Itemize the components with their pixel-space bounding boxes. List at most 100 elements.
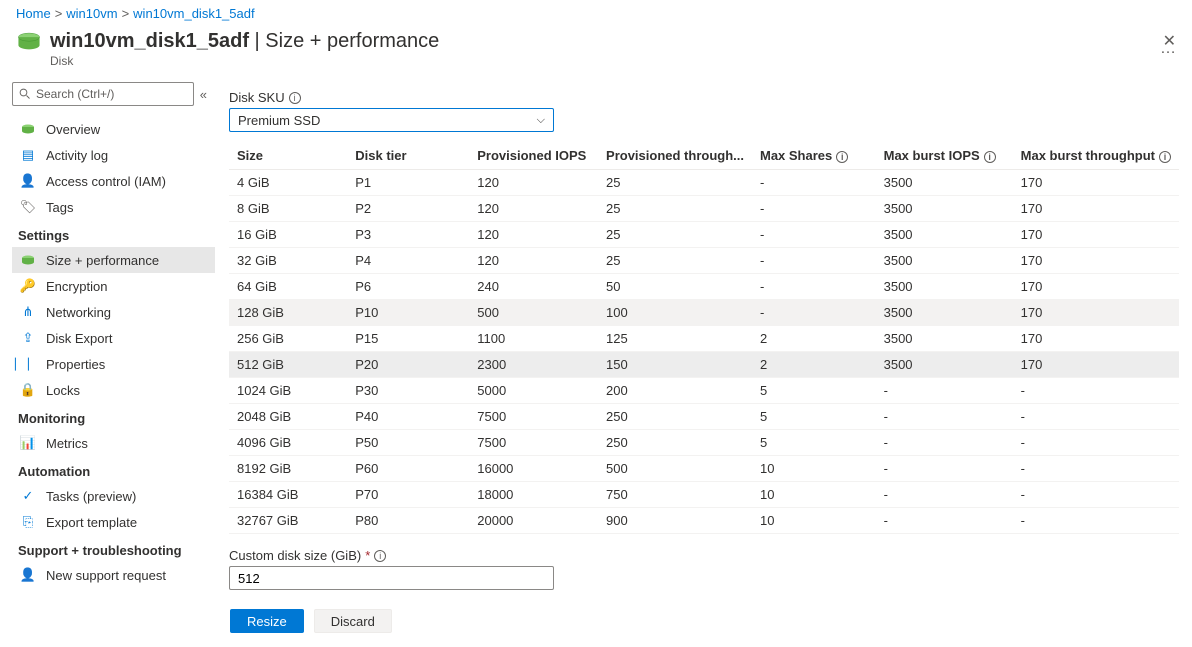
info-icon[interactable]: i	[374, 550, 386, 562]
sidebar-item-metrics[interactable]: 📊Metrics	[12, 430, 215, 456]
table-cell: 1024 GiB	[229, 378, 347, 404]
table-cell: 120	[469, 248, 598, 274]
sidebar-item-networking[interactable]: ⋔Networking	[12, 299, 215, 325]
table-cell: P2	[347, 196, 469, 222]
column-header[interactable]: Max burst throughputi	[1013, 142, 1179, 170]
column-header[interactable]: Provisioned through...	[598, 142, 752, 170]
table-row[interactable]: 4 GiBP112025-3500170	[229, 170, 1179, 196]
sidebar-item-activity-log[interactable]: ▤Activity log	[12, 142, 215, 168]
breadcrumb-link[interactable]: Home	[16, 6, 51, 21]
table-row[interactable]: 4096 GiBP5075002505--	[229, 430, 1179, 456]
disk-size-table: SizeDisk tierProvisioned IOPSProvisioned…	[229, 142, 1179, 534]
table-cell: -	[876, 404, 1013, 430]
table-cell: P70	[347, 482, 469, 508]
export-icon: ⇪	[20, 330, 36, 346]
table-cell: 8192 GiB	[229, 456, 347, 482]
sidebar-item-size-performance[interactable]: Size + performance	[12, 247, 215, 273]
sidebar-item-locks[interactable]: 🔒Locks	[12, 377, 215, 403]
table-cell: 32767 GiB	[229, 508, 347, 534]
table-row[interactable]: 512 GiBP20230015023500170	[229, 352, 1179, 378]
table-row[interactable]: 128 GiBP10500100-3500170	[229, 300, 1179, 326]
table-row[interactable]: 32 GiBP412025-3500170	[229, 248, 1179, 274]
sidebar-item-encryption[interactable]: 🔑Encryption	[12, 273, 215, 299]
table-row[interactable]: 1024 GiBP3050002005--	[229, 378, 1179, 404]
sidebar-item-tags[interactable]: 🏷Tags	[12, 194, 215, 220]
sidebar-item-export-template[interactable]: ⎘Export template	[12, 509, 215, 535]
table-cell: 2	[752, 326, 876, 352]
breadcrumb-link[interactable]: win10vm_disk1_5adf	[133, 6, 254, 21]
column-header[interactable]: Disk tier	[347, 142, 469, 170]
required-marker: *	[365, 548, 370, 563]
table-cell: 25	[598, 196, 752, 222]
table-cell: 900	[598, 508, 752, 534]
table-cell: 3500	[876, 222, 1013, 248]
sidebar-item-tasks-preview-[interactable]: ✓Tasks (preview)	[12, 483, 215, 509]
custom-size-input[interactable]	[229, 566, 554, 590]
column-header[interactable]: Provisioned IOPS	[469, 142, 598, 170]
table-cell: -	[1013, 508, 1179, 534]
breadcrumb: Home>win10vm>win10vm_disk1_5adf	[0, 0, 1192, 25]
table-cell: 1100	[469, 326, 598, 352]
table-row[interactable]: 8 GiBP212025-3500170	[229, 196, 1179, 222]
disk-sku-value: Premium SSD	[238, 113, 320, 128]
sidebar-section-settings: Settings	[12, 220, 215, 247]
table-row[interactable]: 32767 GiBP802000090010--	[229, 508, 1179, 534]
info-icon[interactable]: i	[289, 92, 301, 104]
table-cell: P4	[347, 248, 469, 274]
table-row[interactable]: 8192 GiBP601600050010--	[229, 456, 1179, 482]
table-cell: 128 GiB	[229, 300, 347, 326]
access-control-icon: 👤	[20, 173, 36, 189]
breadcrumb-link[interactable]: win10vm	[66, 6, 117, 21]
table-cell: 750	[598, 482, 752, 508]
column-header[interactable]: Size	[229, 142, 347, 170]
column-header[interactable]: Max burst IOPSi	[876, 142, 1013, 170]
table-cell: 2300	[469, 352, 598, 378]
disk-sku-select[interactable]: Premium SSD ⌵	[229, 108, 554, 132]
sidebar-item-label: Locks	[46, 383, 80, 398]
table-cell: 170	[1013, 352, 1179, 378]
search-icon	[19, 88, 31, 100]
info-icon[interactable]: i	[836, 151, 848, 163]
properties-icon: ⎸⎸	[20, 356, 36, 372]
sidebar-item-overview[interactable]: Overview	[12, 116, 215, 142]
table-cell: 3500	[876, 196, 1013, 222]
sidebar-item-label: Overview	[46, 122, 100, 137]
table-row[interactable]: 16384 GiBP701800075010--	[229, 482, 1179, 508]
encryption-icon: 🔑	[20, 278, 36, 294]
search-input[interactable]: Search (Ctrl+/)	[12, 82, 194, 106]
table-cell: 120	[469, 222, 598, 248]
close-button[interactable]: ✕	[1163, 31, 1176, 51]
main-content: Disk SKU i Premium SSD ⌵ SizeDisk tierPr…	[215, 76, 1192, 647]
collapse-sidebar-button[interactable]: «	[200, 87, 207, 102]
table-cell: -	[876, 378, 1013, 404]
table-cell: P6	[347, 274, 469, 300]
table-cell: 120	[469, 170, 598, 196]
sidebar-item-label: Activity log	[46, 148, 108, 163]
table-row[interactable]: 64 GiBP624050-3500170	[229, 274, 1179, 300]
info-icon[interactable]: i	[984, 151, 996, 163]
table-cell: 10	[752, 508, 876, 534]
sidebar-section-monitoring: Monitoring	[12, 403, 215, 430]
info-icon[interactable]: i	[1159, 151, 1171, 163]
table-cell: -	[752, 300, 876, 326]
table-row[interactable]: 256 GiBP15110012523500170	[229, 326, 1179, 352]
resize-button[interactable]: Resize	[230, 609, 304, 633]
column-header[interactable]: Max Sharesi	[752, 142, 876, 170]
discard-button[interactable]: Discard	[314, 609, 392, 633]
sidebar-item-label: Tags	[46, 200, 73, 215]
table-cell: 8 GiB	[229, 196, 347, 222]
table-cell: 2048 GiB	[229, 404, 347, 430]
table-row[interactable]: 16 GiBP312025-3500170	[229, 222, 1179, 248]
table-cell: -	[1013, 404, 1179, 430]
sidebar-item-access-control-iam-[interactable]: 👤Access control (IAM)	[12, 168, 215, 194]
sidebar-item-label: Disk Export	[46, 331, 112, 346]
table-cell: -	[876, 482, 1013, 508]
disk-icon	[16, 29, 42, 55]
table-cell: -	[1013, 430, 1179, 456]
table-cell: 3500	[876, 170, 1013, 196]
table-cell: -	[876, 430, 1013, 456]
sidebar-item-disk-export[interactable]: ⇪ Disk Export	[12, 325, 215, 351]
table-row[interactable]: 2048 GiBP4075002505--	[229, 404, 1179, 430]
sidebar-item-new-support-request[interactable]: 👤New support request	[12, 562, 215, 588]
sidebar-item-properties[interactable]: ⎸⎸Properties	[12, 351, 215, 377]
